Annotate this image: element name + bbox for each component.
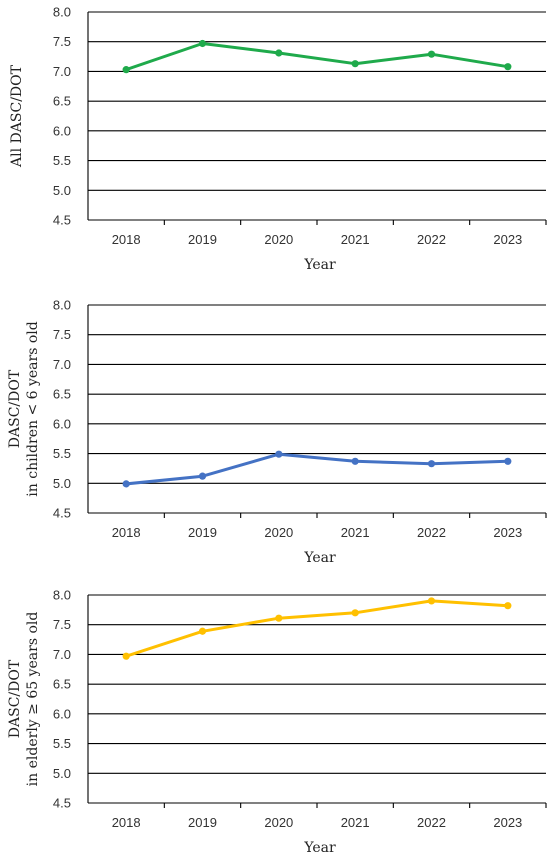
y-tick-label: 6.5: [53, 387, 71, 402]
y-tick-label: 7.0: [53, 357, 71, 372]
y-tick-label: 7.5: [53, 617, 71, 632]
y-tick-label: 7.5: [53, 327, 71, 342]
y-axis-title: DASC/DOT: [7, 659, 23, 738]
x-axis-title: Year: [303, 840, 336, 856]
data-point: [504, 602, 512, 610]
y-tick-label: 7.5: [53, 34, 71, 49]
x-tick-label: 2019: [188, 815, 217, 830]
x-tick-label: 2021: [341, 525, 370, 540]
series-line: [124, 42, 510, 72]
x-tick-label: 2019: [188, 525, 217, 540]
x-tick-label: 2022: [417, 232, 446, 247]
y-tick-label: 8.0: [53, 5, 71, 20]
y-axis-title: in children < 6 years old: [25, 321, 41, 496]
data-point: [351, 609, 359, 617]
y-tick-label: 5.0: [53, 766, 71, 781]
y-tick-label: 6.0: [53, 706, 71, 721]
data-point: [275, 614, 283, 622]
y-tick-label: 5.5: [53, 153, 71, 168]
data-point: [275, 450, 283, 458]
chart-panel-2: 8.0 7.5 7.0 6.5 6.0 5.5 5.0 4.5 2018 2019 2020 2021…: [7, 298, 547, 566]
x-tick-label: 2023: [493, 815, 522, 830]
y-tick-label: 5.5: [53, 446, 71, 461]
data-point: [351, 60, 359, 68]
x-tick-label: 2019: [188, 232, 217, 247]
x-axis-title: Year: [303, 257, 336, 273]
x-tick-label: 2018: [112, 232, 141, 247]
data-point: [198, 472, 207, 480]
y-tick-label: 5.5: [53, 736, 71, 751]
x-tick-label: 2018: [112, 525, 141, 540]
y-tick-label: 6.5: [53, 94, 71, 109]
data-point: [198, 627, 207, 635]
x-tick-label: 2021: [341, 232, 370, 247]
chart-panel-1: 8.0 7.5 7.0 6.5 6.0 5.5 5.0 4.5 2018 2019 2020 2021…: [9, 5, 547, 273]
x-tick-label: 2020: [264, 525, 293, 540]
y-tick-label: 4.5: [53, 506, 71, 521]
data-point: [122, 480, 130, 488]
data-point: [122, 66, 130, 74]
data-point: [427, 50, 436, 58]
y-tick-label: 5.0: [53, 476, 71, 491]
data-point: [122, 652, 130, 660]
data-point: [504, 457, 512, 465]
y-tick-label: 6.0: [53, 416, 71, 431]
y-tick-label: 8.0: [53, 298, 71, 313]
x-tick-label: 2023: [493, 232, 522, 247]
y-axis-title: in elderly ≥ 65 years old: [25, 612, 41, 787]
y-axis-title: DASC/DOT: [7, 369, 23, 448]
y-tick-label: 7.0: [53, 64, 71, 79]
y-tick-label: 5.0: [53, 183, 71, 198]
x-tick-label: 2018: [112, 815, 141, 830]
chart-panel-3: 8.0 7.5 7.0 6.5 6.0 5.5 5.0 4.5 2018 2019 2020 2021…: [7, 588, 547, 856]
x-tick-label: 2022: [417, 525, 446, 540]
y-tick-label: 6.0: [53, 123, 71, 138]
x-tick-label: 2023: [493, 525, 522, 540]
y-tick-label: 7.0: [53, 647, 71, 662]
data-point: [427, 597, 436, 605]
x-tick-label: 2020: [264, 815, 293, 830]
series-line: [124, 599, 510, 658]
data-point: [351, 457, 359, 465]
y-tick-label: 6.5: [53, 677, 71, 692]
y-axis-title: All DASC/DOT: [9, 64, 25, 168]
data-point: [198, 39, 207, 48]
x-tick-label: 2020: [264, 232, 293, 247]
data-point: [427, 460, 436, 468]
y-tick-label: 8.0: [53, 588, 71, 603]
data-point: [275, 49, 283, 57]
y-tick-label: 4.5: [53, 213, 71, 228]
series-line: [124, 452, 510, 486]
data-point: [504, 63, 512, 71]
x-tick-label: 2021: [341, 815, 370, 830]
y-tick-label: 4.5: [53, 796, 71, 811]
x-axis-title: Year: [303, 550, 336, 566]
x-tick-label: 2022: [417, 815, 446, 830]
